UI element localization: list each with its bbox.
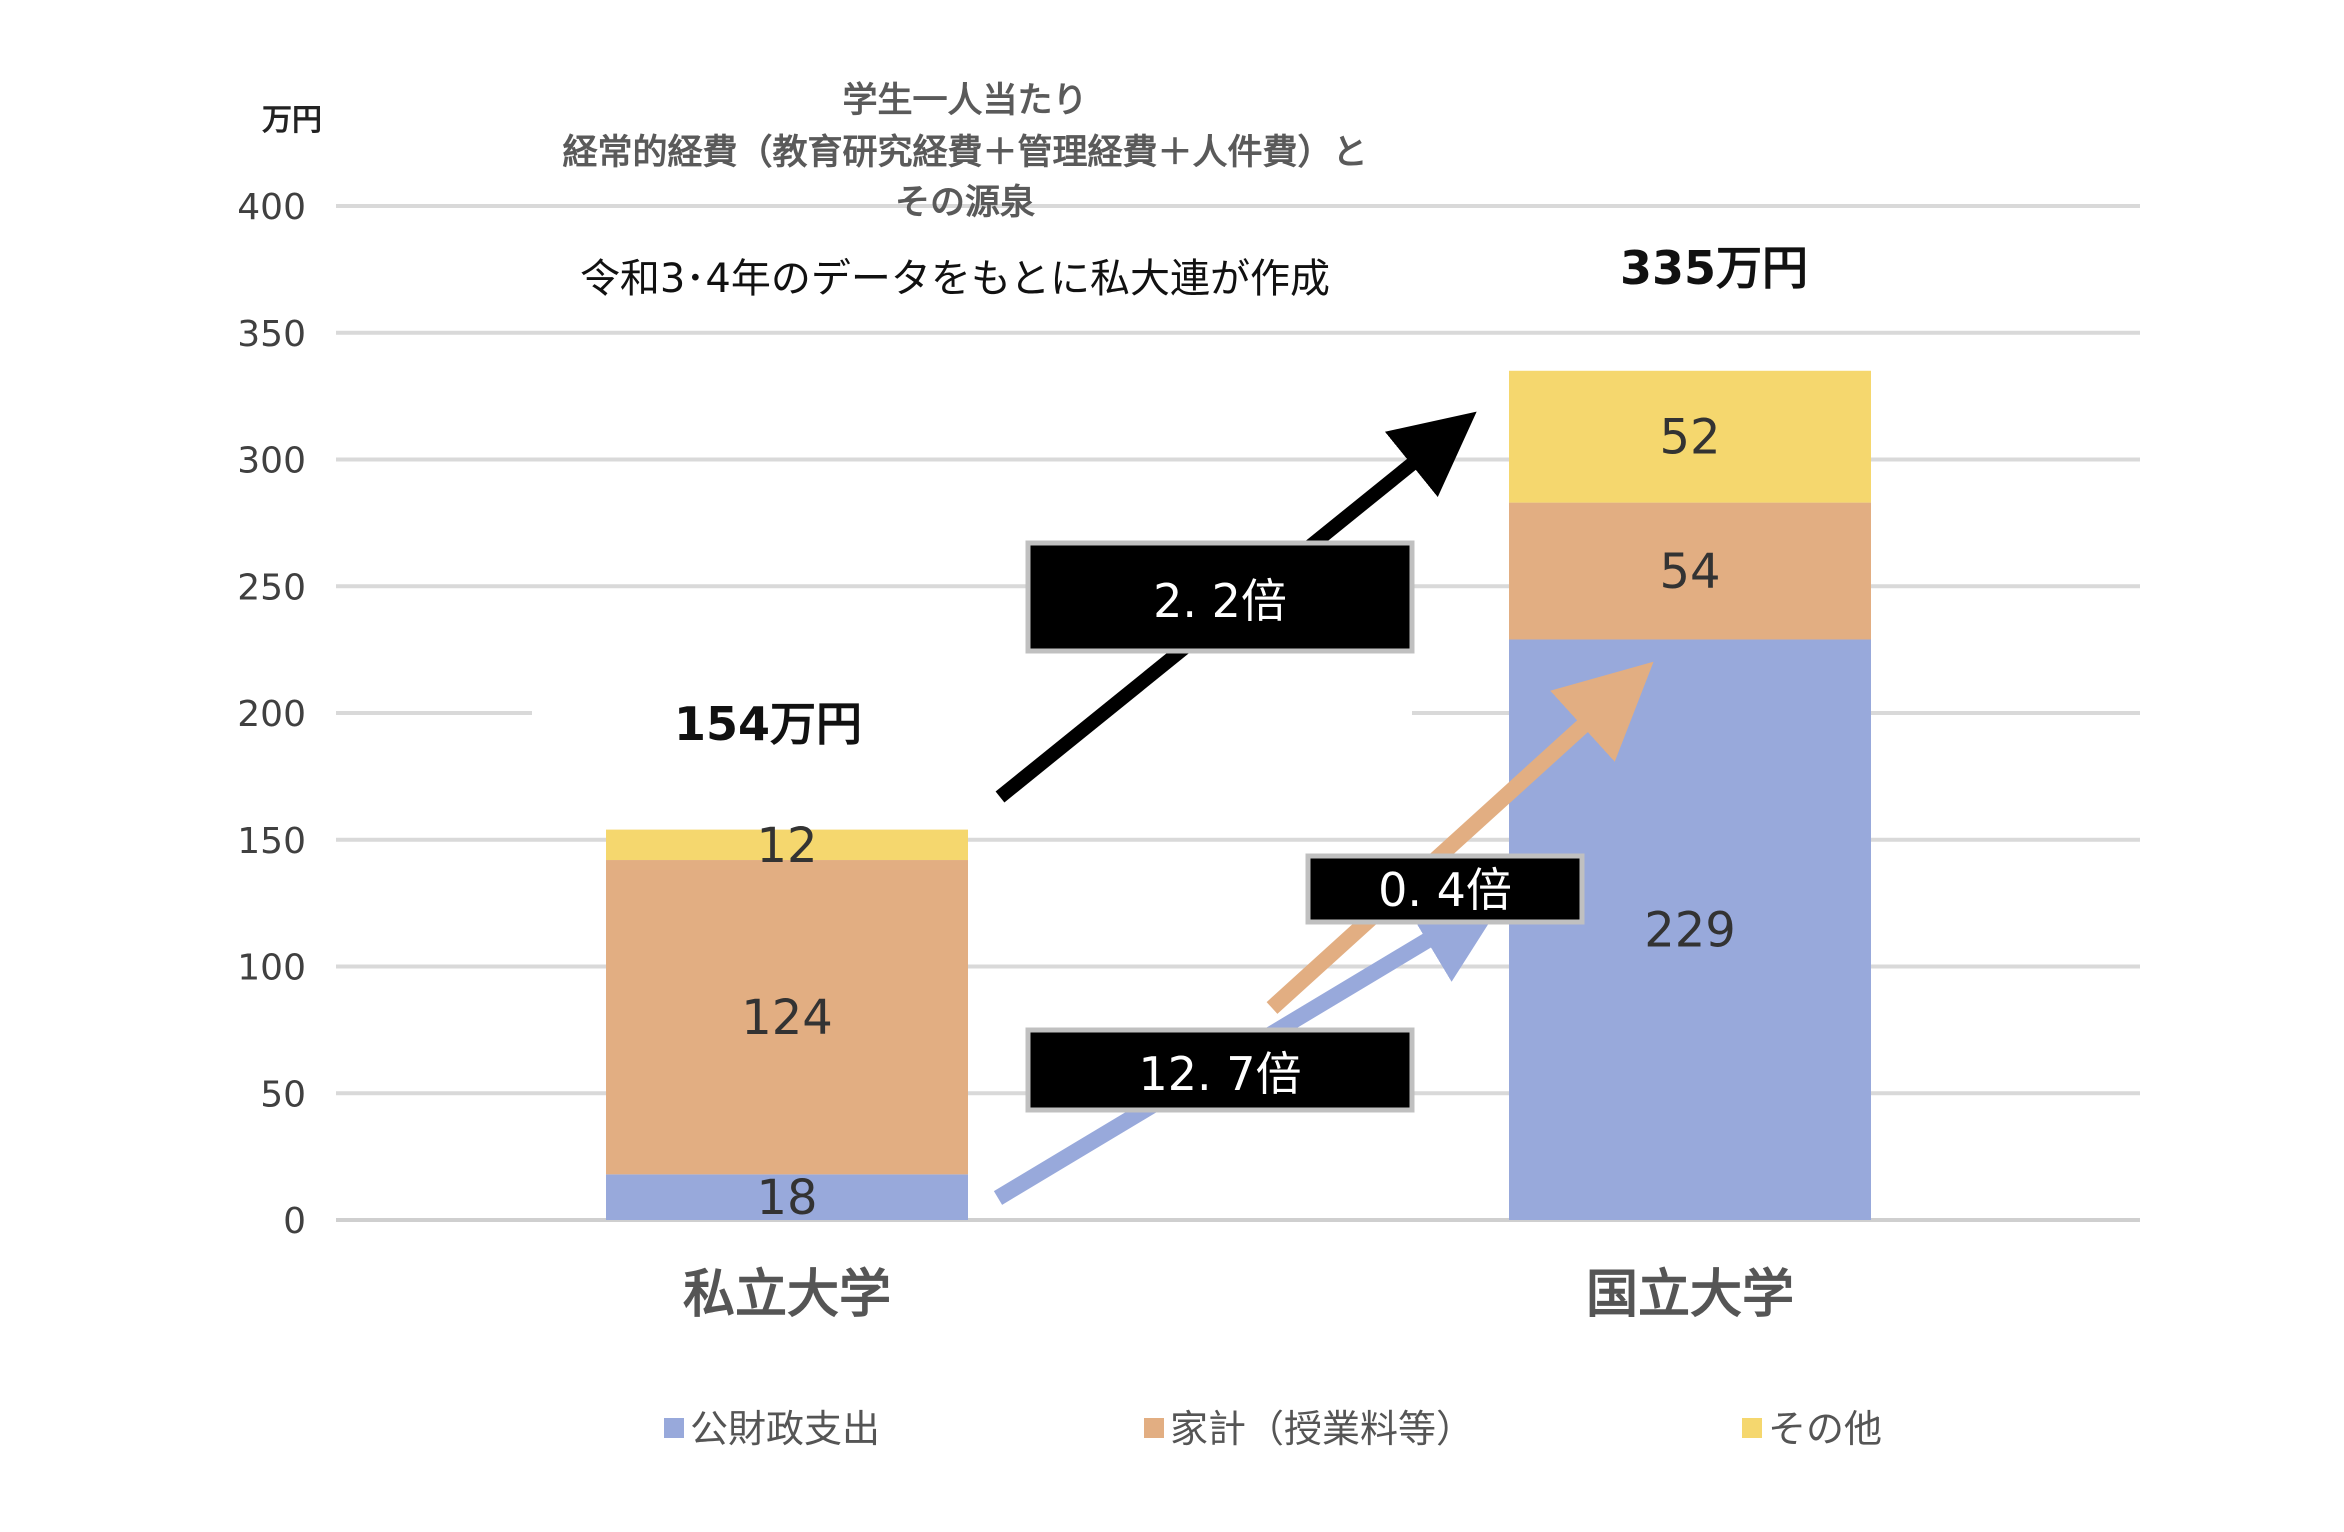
bar-segment bbox=[1509, 502, 1871, 640]
legend-label: その他 bbox=[1768, 1407, 1882, 1451]
bar-segment bbox=[606, 829, 968, 861]
y-tick-label: 350 bbox=[237, 314, 306, 355]
y-tick-label: 50 bbox=[260, 1074, 306, 1115]
ratio-box-12-7x: 12. 7倍 bbox=[1025, 1027, 1415, 1113]
x-category-label: 私立大学 bbox=[683, 1265, 891, 1325]
y-tick-label: 100 bbox=[237, 948, 306, 989]
x-axis-categories: 私立大学 国立大学 bbox=[683, 1265, 1794, 1325]
svg-text:12. 7倍: 12. 7倍 bbox=[1138, 1047, 1301, 1101]
chart-title-line: 経常的経費（教育研究経費＋管理経費＋人件費）と bbox=[562, 133, 1367, 173]
data-label: 54 bbox=[1659, 544, 1720, 600]
ratio-box-0-4x: 0. 4倍 bbox=[1305, 853, 1585, 925]
bars: 18 124 12 229 54 52 154万円 335万円 bbox=[606, 241, 1871, 1226]
arrow-orange bbox=[1266, 661, 1654, 1014]
ratio-annotations: 2. 2倍 0. 4倍 12. 7倍 bbox=[1025, 540, 1585, 1113]
y-axis-unit: 万円 bbox=[262, 103, 322, 138]
chart-subtitle: 令和3･4年のデータをもとに私大連が作成 bbox=[580, 256, 1330, 302]
chart-title-line: 学生一人当たり bbox=[842, 80, 1087, 121]
data-label: 52 bbox=[1659, 410, 1720, 466]
y-tick-label: 400 bbox=[237, 187, 306, 228]
data-label: 124 bbox=[741, 990, 833, 1046]
legend-swatch bbox=[1144, 1418, 1164, 1438]
legend-swatch bbox=[1742, 1418, 1762, 1438]
bar-segment bbox=[606, 860, 968, 1175]
data-label: 18 bbox=[756, 1170, 817, 1226]
total-label: 154万円 bbox=[674, 697, 862, 751]
legend: 公財政支出 家計（授業料等） その他 bbox=[664, 1407, 1882, 1451]
y-tick-label: 0 bbox=[283, 1201, 306, 1242]
legend-label: 公財政支出 bbox=[690, 1407, 880, 1451]
y-tick-label: 250 bbox=[237, 567, 306, 608]
y-axis-ticks: 0 50 100 150 200 250 300 350 400 bbox=[237, 187, 306, 1242]
x-category-label: 国立大学 bbox=[1586, 1265, 1794, 1325]
y-tick-label: 300 bbox=[237, 441, 306, 482]
ratio-box-2x: 2. 2倍 bbox=[1025, 540, 1415, 654]
total-label: 335万円 bbox=[1620, 241, 1808, 295]
svg-text:0. 4倍: 0. 4倍 bbox=[1378, 863, 1512, 917]
data-label: 229 bbox=[1644, 903, 1736, 959]
bar-segment bbox=[606, 1174, 968, 1220]
y-tick-label: 200 bbox=[237, 694, 306, 735]
svg-text:2. 2倍: 2. 2倍 bbox=[1153, 574, 1287, 628]
legend-swatch bbox=[664, 1418, 684, 1438]
legend-label: 家計（授業料等） bbox=[1170, 1407, 1474, 1451]
bar-segment bbox=[1509, 370, 1871, 503]
y-tick-label: 150 bbox=[237, 821, 306, 862]
data-label: 12 bbox=[756, 818, 817, 874]
chart-title-line: その源泉 bbox=[895, 183, 1035, 223]
